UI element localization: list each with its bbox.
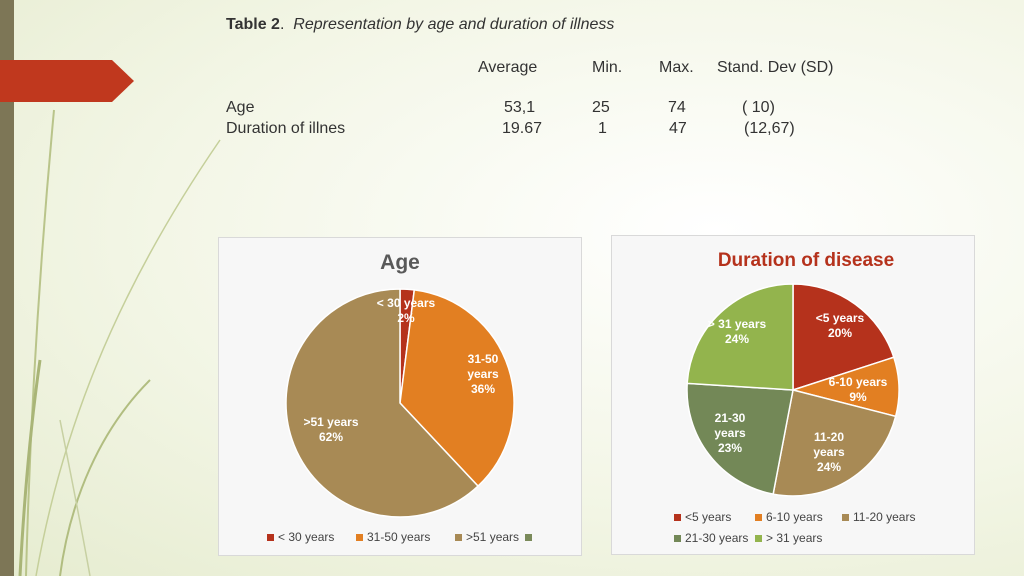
row-age-label: Age <box>226 99 255 116</box>
age-legend-item-31-50-years: 31-50 years <box>356 530 430 544</box>
dur-legend-item-5-years: <5 years <box>674 510 731 524</box>
row-age-average: 53,1 <box>504 99 536 116</box>
dur-data-label-31-years: > 31 years 24% <box>708 317 767 346</box>
age-legend-item-30-years: < 30 years <box>267 530 334 544</box>
dur-slice-31-years <box>686 283 794 391</box>
age-data-label-31-50-years: 31-50 years 36% <box>467 352 499 396</box>
duration-chart-title: Duration of disease <box>718 250 894 271</box>
dur-legend-swatch-6-10-years <box>755 514 762 522</box>
left-decorative-bar <box>0 0 14 576</box>
age-legend-label-31-50-years: 31-50 years <box>367 530 431 544</box>
dur-legend-label-21-30-years: 21-30 years <box>685 531 749 545</box>
title-accent-arrow <box>0 60 134 102</box>
row-age-min: 25 <box>592 99 610 116</box>
dur-legend-swatch-31-years <box>755 535 762 543</box>
dur-legend-item-31-years: > 31 years <box>755 531 822 545</box>
age-legend-swatch-31-50-years <box>356 534 363 542</box>
age-data-label-51-years: >51 years 62% <box>303 415 358 444</box>
caption-dot: . <box>279 16 285 33</box>
row-age-sd: ( 10) <box>742 99 775 116</box>
dur-legend-label-5-years: <5 years <box>685 510 732 524</box>
age-chart-legend: < 30 years 31-50 years >51 years <box>219 530 581 548</box>
age-slice-31-50-years <box>399 289 515 488</box>
age-legend-swatch-30-years <box>267 534 274 542</box>
duration-chart-legend: <5 years 6-10 years 11-20 years 21-30 years… <box>612 510 974 550</box>
age-legend-swatch-51-years <box>455 534 462 542</box>
age-slice-51-years <box>285 288 480 518</box>
dur-legend-item-11-20-years: 11-20 years <box>842 510 915 524</box>
header-sd: Stand. Dev (SD) <box>717 59 834 76</box>
dur-legend-label-6-10-years: 6-10 years <box>766 510 823 524</box>
row-duration-min: 1 <box>598 120 607 137</box>
age-chart-panel: Age < 30 years 2% 31-50 years 36% >51 years 62… <box>218 237 582 556</box>
age-legend-label-51-years: >51 years <box>466 530 520 544</box>
dur-data-label-6-10-years: 6-10 years 9% <box>829 375 888 404</box>
dur-slice-21-30-years <box>686 382 794 495</box>
age-chart-title: Age <box>380 251 420 274</box>
dur-slice-11-20-years <box>772 389 897 497</box>
row-age-max: 74 <box>668 99 686 116</box>
age-legend-label-30-years: < 30 years <box>278 530 335 544</box>
age-legend-item-51-years: >51 years <box>455 530 519 544</box>
header-average: Average <box>478 59 538 76</box>
stats-table: Average Min. Max. Stand. Dev (SD) Age 53… <box>0 0 1024 160</box>
caption-prefix: Table 2 <box>226 16 280 33</box>
header-max: Max. <box>659 59 694 76</box>
duration-pie-chart: Duration of disease <5 years 20% 6-10 year… <box>686 250 900 497</box>
age-legend-swatch-blank <box>525 534 532 542</box>
caption-text: Representation by age and duration of il… <box>293 16 615 33</box>
dur-legend-label-31-years: > 31 years <box>766 531 823 545</box>
row-duration-average: 19.67 <box>502 120 543 137</box>
dur-data-label-21-30-years: 21-30 years 23% <box>714 411 746 455</box>
dur-data-label-5-years: <5 years 20% <box>816 311 865 340</box>
decorative-swooshes <box>18 109 221 576</box>
row-duration-label: Duration of illnes <box>226 120 346 137</box>
table-caption: Table 2. Representation by age and durat… <box>226 16 614 34</box>
dur-legend-item-6-10-years: 6-10 years <box>755 510 823 524</box>
dur-slice-5-years <box>792 283 895 392</box>
age-legend-item-blank <box>525 530 536 544</box>
age-data-label-30-years: < 30 years 2% <box>377 296 436 325</box>
duration-chart-panel: Duration of disease <5 years 20% 6-10 year… <box>611 235 975 555</box>
dur-legend-item-21-30-years: 21-30 years <box>674 531 748 545</box>
row-duration-max: 47 <box>669 120 687 137</box>
row-duration-sd: (12,67) <box>744 120 795 137</box>
dur-legend-swatch-11-20-years <box>842 514 849 522</box>
dur-legend-swatch-5-years <box>674 514 681 522</box>
age-pie-chart: Age < 30 years 2% 31-50 years 36% >51 years 62… <box>285 251 515 518</box>
dur-data-label-11-20-years: 11-20 years 24% <box>813 430 845 474</box>
dur-legend-swatch-21-30-years <box>674 535 681 543</box>
dur-legend-label-11-20-years: 11-20 years <box>853 510 916 524</box>
header-min: Min. <box>592 59 623 76</box>
